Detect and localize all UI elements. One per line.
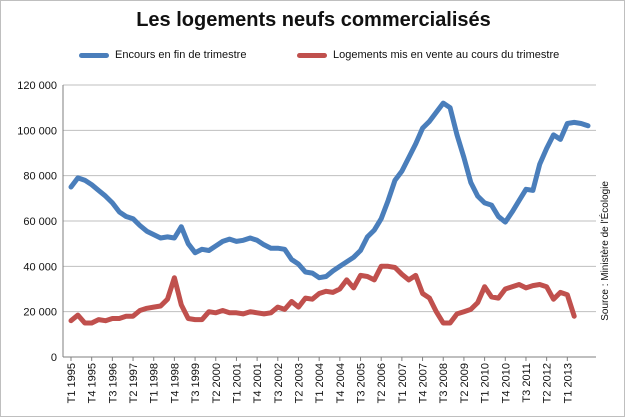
legend-item-encours: Encours en fin de trimestre xyxy=(79,49,246,61)
x-tick-label: T1 1998 xyxy=(149,363,161,403)
x-tick-label: T1 2004 xyxy=(314,363,326,403)
x-tick-label: T4 2001 xyxy=(252,363,264,403)
x-tick-label: T1 2007 xyxy=(397,363,409,403)
x-tick-label: T3 2002 xyxy=(273,363,285,403)
x-tick-label: T3 2011 xyxy=(521,363,533,403)
y-tick-label: 60 000 xyxy=(23,216,57,228)
legend-item-mis-en-vente: Logements mis en vente au cours du trime… xyxy=(297,49,559,61)
y-tick-label: 20 000 xyxy=(23,307,57,319)
legend-swatch-encours xyxy=(79,52,109,58)
x-tick-label: T3 1996 xyxy=(107,363,119,403)
chart-title: Les logements neufs commercialisés xyxy=(136,9,491,31)
x-tick-label: T1 2001 xyxy=(231,363,243,403)
x-tick-label: T2 2009 xyxy=(459,363,471,403)
x-tick-label: T4 2007 xyxy=(418,363,430,403)
x-tick-label: T2 2003 xyxy=(293,363,305,403)
x-tick-label: T4 1995 xyxy=(87,363,99,403)
legend-swatch-mis-en-vente xyxy=(297,52,327,58)
y-tick-label: 100 000 xyxy=(17,125,57,137)
x-tick-label: T2 1997 xyxy=(128,363,140,403)
x-tick-label: T3 1999 xyxy=(190,363,202,403)
y-tick-label: 80 000 xyxy=(23,171,57,183)
x-tick-label: T1 2010 xyxy=(480,363,492,403)
legend: Encours en fin de trimestre Logements mi… xyxy=(1,49,625,69)
x-tick-label: T3 2005 xyxy=(356,363,368,403)
series-line-encours xyxy=(68,100,591,281)
series-line-mis-en-vente xyxy=(68,263,577,326)
x-tick-label: T4 2004 xyxy=(335,363,347,403)
legend-label-encours: Encours en fin de trimestre xyxy=(115,49,247,61)
y-tick-label: 40 000 xyxy=(23,261,57,273)
y-tick-label: 0 xyxy=(51,352,57,364)
x-tick-label: T1 2013 xyxy=(562,363,574,403)
x-tick-label: T3 2008 xyxy=(438,363,450,403)
x-tick-label: T4 1998 xyxy=(169,363,181,403)
legend-label-mis-en-vente: Logements mis en vente au cours du trime… xyxy=(333,49,560,61)
x-tick-label: T2 2000 xyxy=(211,363,223,403)
source-note-text: Source : Ministère de l'Écologie xyxy=(600,181,611,321)
x-tick-label: T2 2012 xyxy=(542,363,554,403)
x-tick-label: T4 2010 xyxy=(500,363,512,403)
x-tick-label: T2 2006 xyxy=(376,363,388,403)
y-tick-label: 120 000 xyxy=(17,80,57,92)
x-tick-label: T1 1995 xyxy=(66,363,78,403)
